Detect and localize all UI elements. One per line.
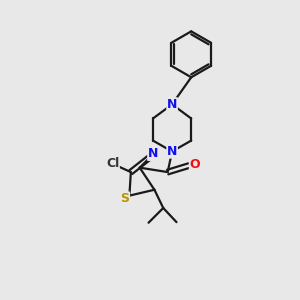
Text: N: N [148,147,158,160]
Text: N: N [167,98,177,111]
Text: S: S [121,192,130,205]
Text: Cl: Cl [106,157,119,170]
Text: O: O [189,158,200,171]
Text: N: N [167,145,177,158]
